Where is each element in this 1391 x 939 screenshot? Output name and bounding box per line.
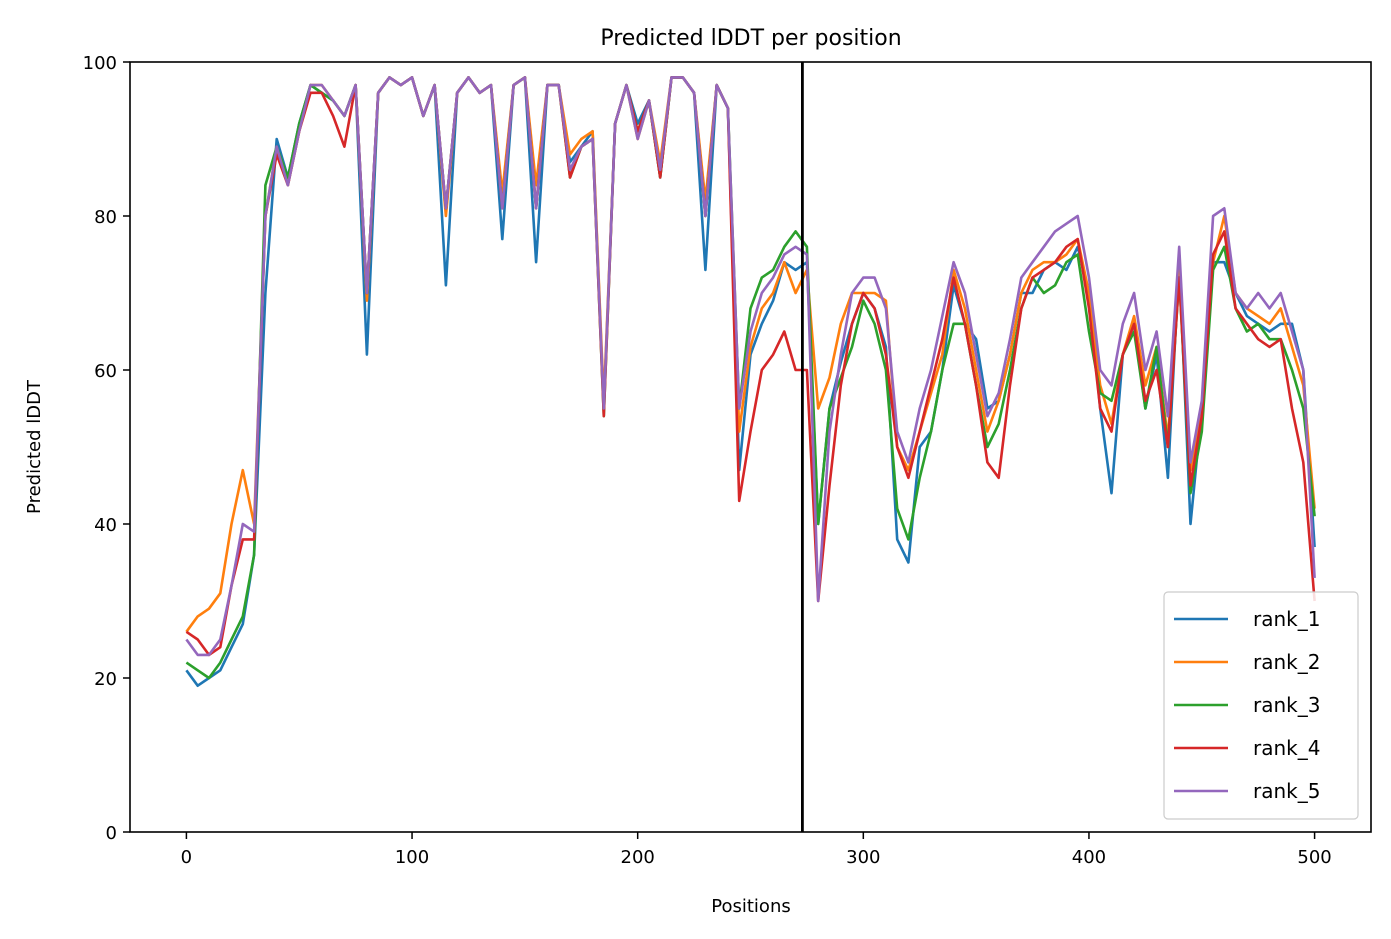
x-tick-label: 300 (846, 847, 880, 868)
legend-label-rank-5: rank_5 (1253, 779, 1320, 803)
legend-label-rank-2: rank_2 (1253, 650, 1320, 674)
x-tick-label: 200 (621, 847, 655, 868)
series-layer (185, 76, 1316, 688)
y-tick-label: 0 (106, 823, 117, 844)
y-tick-label: 80 (94, 207, 117, 228)
x-tick-label: 0 (181, 847, 192, 868)
legend-label-rank-4: rank_4 (1253, 736, 1320, 760)
x-tick-label: 500 (1297, 847, 1331, 868)
chart-title: Predicted lDDT per position (600, 26, 901, 51)
legend-box (1163, 591, 1359, 820)
y-tick-label: 20 (94, 669, 117, 690)
x-ticks: 0 100 200 300 400 500 (181, 832, 1332, 868)
y-tick-label: 40 (94, 515, 117, 536)
plot-frame (129, 61, 1372, 833)
y-ticks: 0 20 40 60 80 100 (83, 53, 130, 844)
x-tick-label: 400 (1072, 847, 1106, 868)
x-axis-label: Positions (711, 896, 790, 917)
x-tick-label: 100 (395, 847, 429, 868)
y-tick-label: 100 (83, 53, 117, 74)
y-axis-label: Predicted lDDT (24, 379, 45, 514)
y-tick-label: 60 (94, 361, 117, 382)
series-line-rank-5 (185, 76, 1316, 657)
legend: rank_1 rank_2 rank_3 rank_4 rank_5 (1163, 591, 1359, 820)
legend-label-rank-3: rank_3 (1253, 693, 1320, 717)
legend-label-rank-1: rank_1 (1253, 607, 1320, 631)
